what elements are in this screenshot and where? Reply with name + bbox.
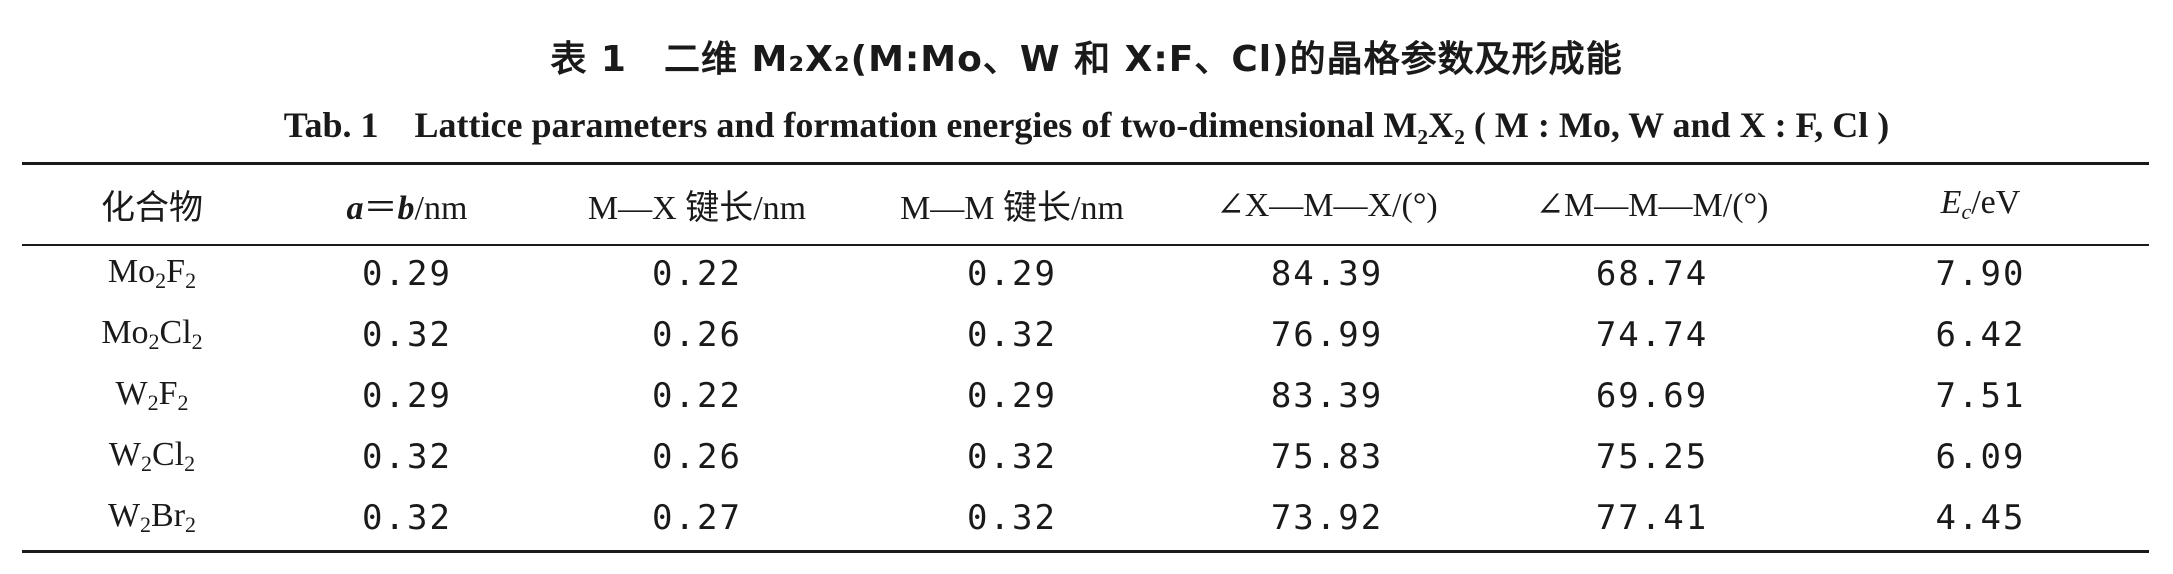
header-mmm-angle: ∠M—M—M/(°) xyxy=(1492,166,1812,243)
table-header-rule xyxy=(22,244,2149,246)
compound-cell: Mo2F2 xyxy=(22,243,282,304)
mx-bond-cell: 0.27 xyxy=(652,497,742,538)
mmm-angle-cell: 75.25 xyxy=(1595,436,1709,477)
metal-subscript: 2 xyxy=(155,268,167,293)
metal-symbol: W xyxy=(107,497,141,534)
mm-bond-cell: 0.32 xyxy=(967,436,1057,477)
mmm-angle-cell: 69.69 xyxy=(1595,375,1709,416)
lattice-constant-cell: 0.32 xyxy=(362,497,452,538)
formation-energy-cell: 7.51 xyxy=(1935,375,2026,416)
halogen-subscript: 2 xyxy=(185,268,197,293)
header-row: 化合物 a＝b/nm M—X 键长/nm M—M 键长/nm ∠X—M—X/(°… xyxy=(22,166,2149,243)
lattice-constant-cell: 0.32 xyxy=(362,436,452,477)
mx-bond-cell: 0.26 xyxy=(652,436,742,477)
xmx-angle-cell: 73.92 xyxy=(1270,497,1384,538)
header-ab-unit: /nm xyxy=(414,190,468,227)
metal-symbol: Mo xyxy=(101,314,149,351)
mm-bond-cell: 0.29 xyxy=(967,375,1057,416)
xmx-angle-cell: 83.39 xyxy=(1270,375,1384,416)
header-b-symbol: b xyxy=(397,190,415,227)
table-row: W2Br2 0.32 0.27 0.32 73.92 77.41 4.45 xyxy=(22,487,2149,548)
formation-energy-cell: 7.90 xyxy=(1935,253,2026,294)
halogen-subscript: 2 xyxy=(177,390,189,415)
lattice-parameters-table: 化合物 a＝b/nm M—X 键长/nm M—M 键长/nm ∠X—M—X/(°… xyxy=(22,166,2149,548)
halogen-symbol: Cl xyxy=(151,436,185,473)
header-mmm-angle-label: ∠M—M—M/(°) xyxy=(1535,186,1769,224)
mx-bond-cell: 0.26 xyxy=(652,314,742,355)
header-lattice-constant: a＝b/nm xyxy=(282,166,532,243)
table-caption-chinese: 表 1 二维 M₂X₂(M:Mo、W 和 X:F、Cl)的晶格参数及形成能 xyxy=(550,39,1623,80)
mmm-angle-cell: 74.74 xyxy=(1595,314,1709,355)
formation-energy-cell: 6.09 xyxy=(1935,436,2026,477)
compound-cell: W2Cl2 xyxy=(22,426,282,487)
mx-bond-cell: 0.22 xyxy=(652,375,742,416)
metal-symbol: Mo xyxy=(107,253,156,290)
header-ec-subscript: c xyxy=(1961,199,1972,224)
header-formation-energy: Ec/eV xyxy=(1812,166,2149,243)
halogen-symbol: Cl xyxy=(159,314,192,351)
halogen-subscript: 2 xyxy=(185,512,197,537)
mm-bond-cell: 0.29 xyxy=(967,253,1057,294)
table-header: 化合物 a＝b/nm M—X 键长/nm M—M 键长/nm ∠X—M—X/(°… xyxy=(22,166,2149,243)
metal-subscript: 2 xyxy=(148,329,160,354)
mx-bond-cell: 0.22 xyxy=(652,253,742,294)
table-row: Mo2F2 0.29 0.22 0.29 84.39 68.74 7.90 xyxy=(22,243,2149,304)
table-body: Mo2F2 0.29 0.22 0.29 84.39 68.74 7.90 Mo… xyxy=(22,243,2149,548)
metal-symbol: W xyxy=(115,375,148,412)
table-row: W2Cl2 0.32 0.26 0.32 75.83 75.25 6.09 xyxy=(22,426,2149,487)
table-caption-english: Tab. 1 Lattice parameters and formation … xyxy=(283,105,1890,145)
halogen-symbol: F xyxy=(158,375,178,412)
header-xmx-angle-label: ∠X—M—X/(°) xyxy=(1216,186,1438,224)
xmx-angle-cell: 75.83 xyxy=(1270,436,1384,477)
header-mm-bond-label: M—M 键长/nm xyxy=(900,190,1124,227)
table-top-rule xyxy=(22,162,2149,165)
header-a-symbol: a xyxy=(346,190,364,227)
xmx-angle-cell: 84.39 xyxy=(1270,253,1384,294)
mmm-angle-cell: 77.41 xyxy=(1595,497,1709,538)
metal-subscript: 2 xyxy=(140,512,152,537)
halogen-subscript: 2 xyxy=(184,451,196,476)
metal-subscript: 2 xyxy=(140,451,152,476)
header-ec-symbol: E xyxy=(1940,184,1962,221)
metal-subscript: 2 xyxy=(147,390,159,415)
lattice-constant-cell: 0.29 xyxy=(362,375,452,416)
metal-symbol: W xyxy=(108,436,141,473)
compound-cell: W2Br2 xyxy=(22,487,282,548)
table-row: Mo2Cl2 0.32 0.26 0.32 76.99 74.74 6.42 xyxy=(22,304,2149,365)
formation-energy-cell: 6.42 xyxy=(1935,314,2026,355)
table-row: W2F2 0.29 0.22 0.29 83.39 69.69 7.51 xyxy=(22,365,2149,426)
header-mx-bond-length: M—X 键长/nm xyxy=(532,166,862,243)
lattice-constant-cell: 0.32 xyxy=(362,314,452,355)
header-mx-bond-label: M—X 键长/nm xyxy=(587,190,807,227)
mmm-angle-cell: 68.74 xyxy=(1595,253,1709,294)
compound-cell: Mo2Cl2 xyxy=(22,304,282,365)
compound-cell: W2F2 xyxy=(22,365,282,426)
formation-energy-cell: 4.45 xyxy=(1935,497,2026,538)
mm-bond-cell: 0.32 xyxy=(967,497,1057,538)
header-compound-label: 化合物 xyxy=(101,188,203,228)
xmx-angle-cell: 76.99 xyxy=(1270,314,1384,355)
header-ec-unit: /eV xyxy=(1971,184,2021,221)
halogen-symbol: F xyxy=(166,253,186,290)
lattice-constant-cell: 0.29 xyxy=(362,253,452,294)
table-bottom-rule xyxy=(22,550,2149,553)
halogen-subscript: 2 xyxy=(191,329,203,354)
header-compound: 化合物 xyxy=(22,166,282,243)
header-equals-sign: ＝ xyxy=(363,190,398,227)
halogen-symbol: Br xyxy=(151,497,186,534)
header-xmx-angle: ∠X—M—X/(°) xyxy=(1162,166,1492,243)
mm-bond-cell: 0.32 xyxy=(967,314,1057,355)
header-mm-bond-length: M—M 键长/nm xyxy=(862,166,1162,243)
